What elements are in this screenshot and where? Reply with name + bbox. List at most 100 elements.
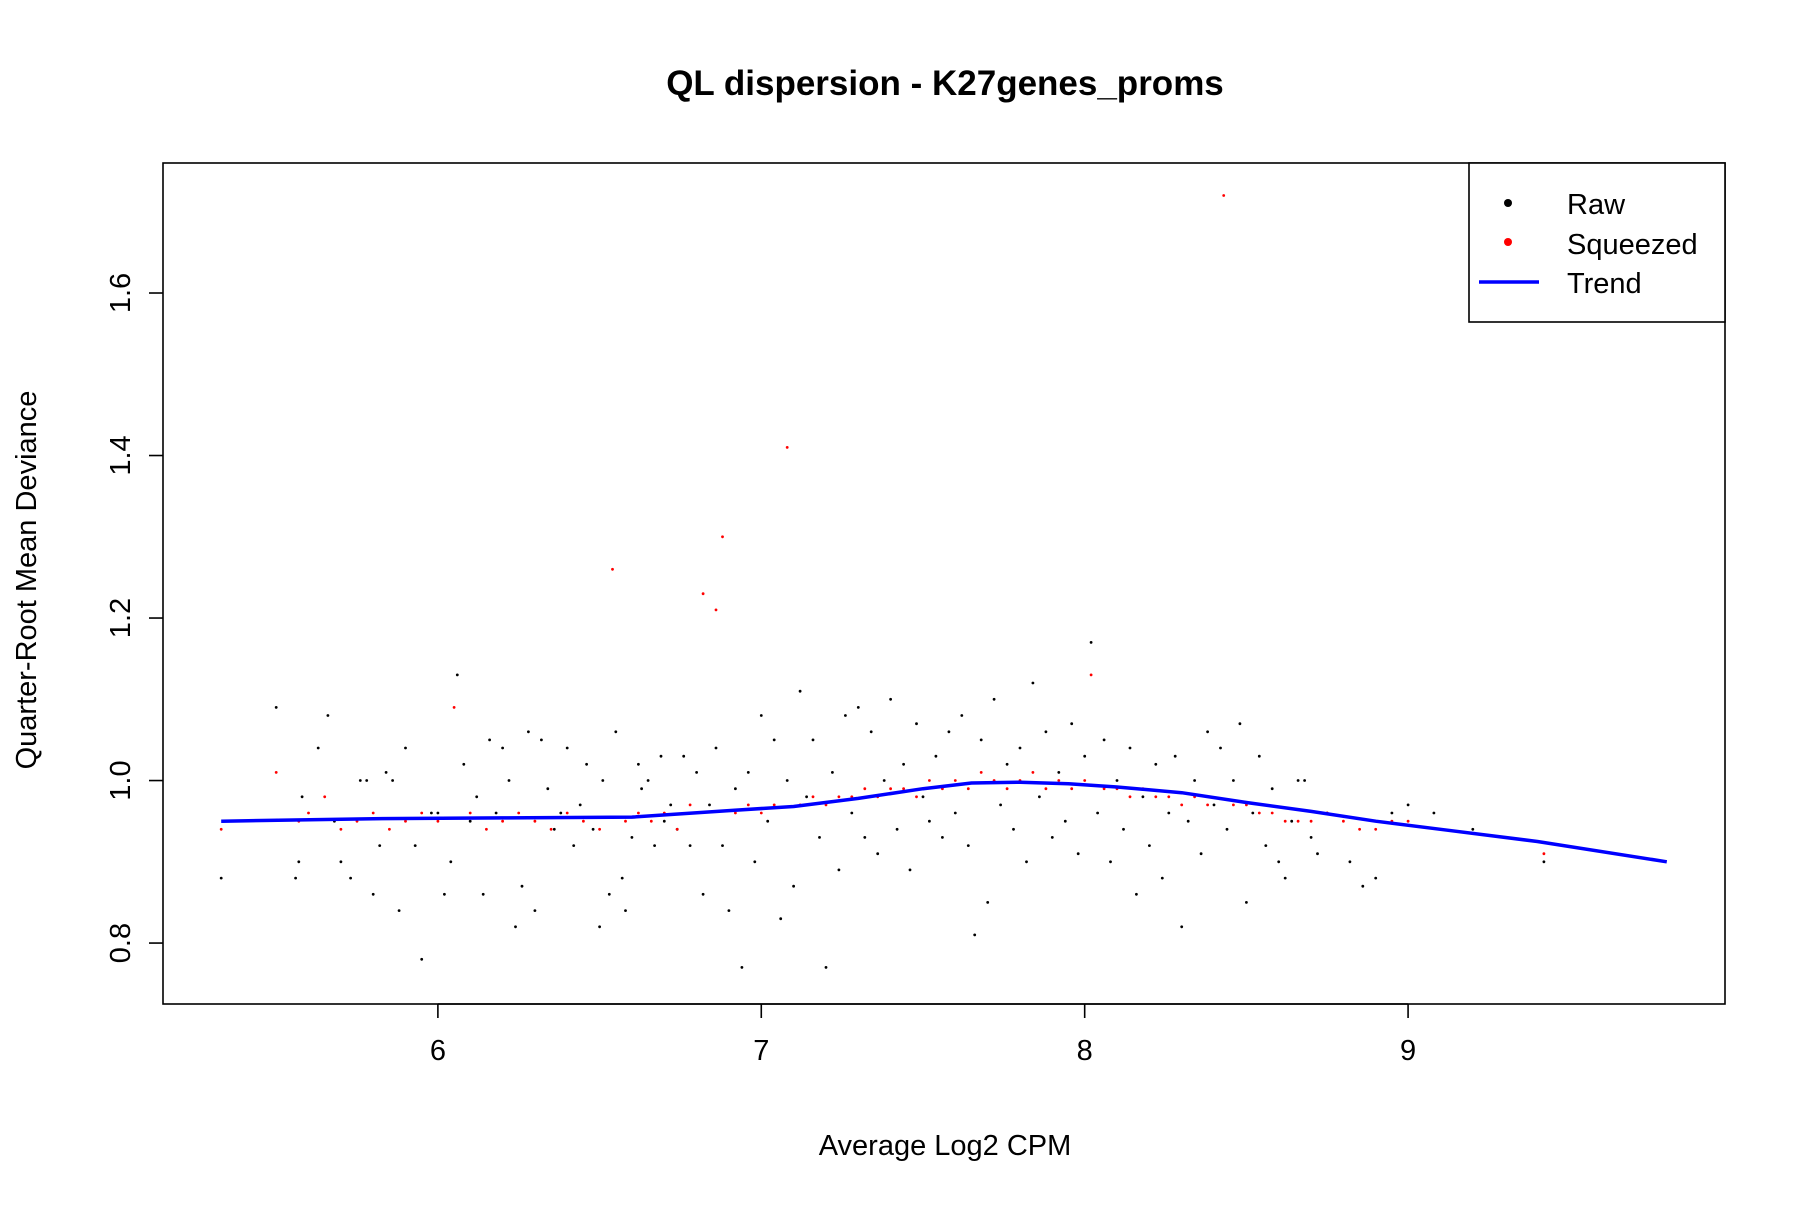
raw-point [785, 779, 789, 782]
raw-point [953, 811, 957, 815]
raw-point [1219, 746, 1222, 750]
raw-point [1154, 762, 1158, 766]
raw-point [895, 827, 899, 831]
raw-point [630, 836, 634, 839]
raw-point [1173, 754, 1177, 758]
raw-point [1160, 876, 1164, 880]
raw-point [591, 827, 595, 831]
raw-point [1245, 901, 1248, 904]
legend-raw-marker [1504, 199, 1512, 207]
raw-point [533, 909, 537, 912]
raw-point [436, 811, 440, 815]
raw-point [358, 779, 362, 782]
squeezed-point [1031, 771, 1035, 774]
squeezed-point [1296, 819, 1300, 823]
squeezed-point [582, 819, 585, 823]
squeezed-point [388, 827, 391, 831]
raw-point [1070, 722, 1074, 726]
squeezed-point [549, 827, 553, 831]
squeezed-point [1374, 827, 1378, 831]
raw-point [960, 714, 964, 717]
squeezed-point [637, 811, 640, 815]
squeezed-point [721, 535, 724, 539]
raw-point [902, 762, 905, 766]
legend: Raw Squeezed Trend [1468, 162, 1726, 323]
raw-point [1018, 746, 1022, 750]
raw-point [1063, 819, 1067, 823]
raw-point [1012, 827, 1015, 831]
raw-point [708, 803, 711, 807]
squeezed-point [1542, 852, 1546, 856]
raw-point [1109, 860, 1112, 864]
squeezed-point [953, 779, 957, 782]
raw-point [420, 957, 424, 961]
raw-point [1025, 860, 1028, 864]
raw-point [1238, 722, 1242, 726]
raw-point [876, 852, 880, 856]
raw-point [300, 795, 304, 799]
squeezed-point [701, 592, 705, 596]
raw-point [856, 706, 860, 709]
raw-point [1542, 860, 1546, 864]
squeezed-point [837, 795, 841, 799]
raw-point [614, 730, 618, 734]
raw-point [766, 819, 770, 823]
squeezed-point [1044, 787, 1048, 791]
raw-point [326, 714, 330, 717]
x-axis-label: Average Log2 CPM [819, 1130, 1072, 1162]
raw-point [546, 787, 550, 791]
squeezed-point [863, 787, 867, 791]
trend-line [221, 780, 1668, 864]
raw-point [449, 860, 453, 864]
raw-point [779, 917, 783, 921]
raw-point [928, 819, 931, 823]
raw-point [662, 819, 666, 823]
raw-point [1232, 779, 1235, 782]
raw-point [598, 925, 601, 929]
raw-point [1251, 811, 1255, 815]
raw-point [1141, 795, 1145, 799]
squeezed-point [501, 819, 504, 823]
raw-point [1390, 811, 1394, 815]
raw-point [688, 844, 692, 847]
raw-point [514, 925, 517, 929]
raw-point [468, 819, 472, 823]
raw-point [219, 876, 223, 880]
raw-point [721, 844, 724, 847]
squeezed-point [1057, 779, 1061, 782]
squeezed-point [1154, 795, 1158, 799]
raw-point [475, 795, 479, 799]
raw-point [540, 738, 543, 742]
squeezed-point [915, 795, 918, 799]
raw-point [404, 746, 407, 750]
raw-point [501, 746, 504, 750]
raw-point [565, 746, 569, 750]
raw-point [455, 673, 459, 677]
raw-point [1432, 811, 1436, 815]
squeezed-point [1283, 819, 1287, 823]
raw-point [818, 836, 821, 839]
raw-point [915, 722, 918, 726]
raw-point [637, 762, 640, 766]
x-tick-label: 9 [1400, 1035, 1416, 1067]
raw-point [921, 795, 925, 799]
raw-point [601, 779, 605, 782]
raw-point [646, 779, 650, 782]
squeezed-point [371, 811, 375, 815]
raw-point [714, 746, 718, 750]
raw-point [1199, 852, 1203, 856]
raw-point [1083, 754, 1087, 758]
raw-point [1257, 754, 1261, 758]
raw-point [772, 738, 776, 742]
raw-point [274, 706, 278, 709]
squeezed-point [928, 779, 931, 782]
raw-point [1180, 925, 1184, 929]
raw-point [653, 844, 656, 847]
raw-point [798, 689, 802, 693]
raw-point [850, 811, 854, 815]
raw-point [430, 811, 433, 815]
squeezed-point [404, 819, 407, 823]
squeezed-point [485, 827, 488, 831]
raw-point [481, 892, 485, 896]
